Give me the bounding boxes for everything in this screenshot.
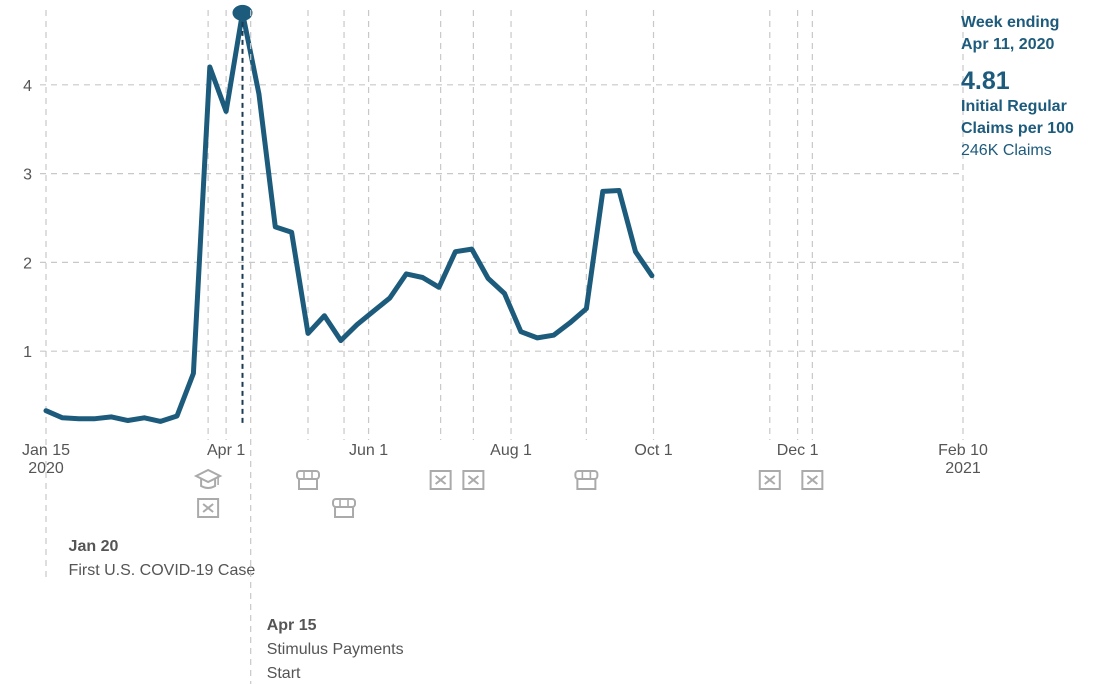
data-point [109, 414, 114, 420]
data-point [43, 408, 49, 413]
data-point [142, 415, 147, 420]
store-body [334, 506, 355, 518]
readout-label-line2: Claims per 100 [961, 120, 1074, 137]
data-point [485, 276, 491, 281]
annotation-text: Stimulus Payments [267, 641, 404, 658]
data-point [453, 249, 458, 254]
data-point [535, 335, 540, 341]
data-point [289, 230, 294, 235]
data-point [305, 331, 311, 336]
data-point [60, 415, 65, 420]
data-point [125, 418, 131, 423]
mortarboard-base [200, 479, 217, 489]
data-point [273, 224, 278, 230]
data-point [322, 313, 327, 318]
annotation-date: Jan 20 [69, 538, 119, 555]
x-tick-label: Dec 1 [777, 442, 819, 459]
data-point [387, 295, 393, 301]
data-point [420, 275, 425, 280]
annotations: Jan 20 First U.S. COVID-19 Case Apr 15 Stim… [69, 10, 404, 684]
data-point [338, 338, 343, 343]
y-tick-label: 3 [23, 167, 32, 184]
x-tick-label: Aug 1 [490, 442, 532, 459]
highlight-marker [232, 4, 253, 21]
data-point [174, 413, 180, 419]
event-lines [207, 10, 813, 440]
school-icon [193, 468, 223, 489]
data-point [256, 91, 262, 96]
data-point [567, 320, 573, 325]
data-point [76, 416, 81, 421]
x-tick-label: Jun 1 [349, 442, 388, 459]
closed-box-cross [806, 475, 818, 485]
closed-box-icon [197, 498, 220, 518]
store-icon [332, 498, 357, 518]
data-point [436, 285, 442, 290]
readout-week-line2: Apr 11, 2020 [961, 36, 1055, 53]
annotation-text: First U.S. COVID-19 Case [69, 562, 256, 579]
data-point [191, 371, 196, 376]
store-awning [574, 470, 599, 480]
closed-box-icon [462, 470, 485, 490]
closed-box-cross [202, 503, 214, 513]
series-layer [43, 4, 655, 425]
data-point [469, 246, 474, 252]
data-point [223, 109, 229, 114]
readout-value: 4.81 [961, 67, 1010, 95]
data-point [633, 249, 638, 254]
data-point [649, 273, 655, 278]
data-point [207, 64, 212, 70]
data-point [158, 419, 163, 424]
closed-box-icon [758, 470, 781, 490]
data-point [354, 322, 360, 327]
x-tick-year: 2020 [28, 460, 64, 477]
data-point [502, 291, 507, 296]
data-point [518, 329, 524, 334]
x-tick-label: Apr 1 [207, 442, 245, 459]
x-tick-label: Feb 10 [938, 442, 988, 459]
data-point [600, 189, 605, 194]
closed-box-icon [801, 470, 824, 490]
data-point [92, 416, 98, 421]
annotation-date: Apr 15 [267, 617, 317, 634]
y-axis: 1 2 3 4 [23, 78, 32, 361]
annotation-text: Start [267, 665, 301, 682]
data-point [404, 271, 409, 277]
gridlines [40, 10, 964, 578]
x-tick-label: Oct 1 [634, 442, 672, 459]
x-tick-label: Jan 15 [22, 442, 70, 459]
y-tick-label: 1 [23, 344, 32, 361]
store-body [576, 478, 597, 490]
store-awning [296, 470, 320, 480]
store-body [298, 478, 318, 490]
data-point [584, 306, 589, 311]
store-awning [332, 498, 357, 508]
store-icon [574, 470, 599, 490]
readout-label-line1: Initial Regular [961, 98, 1067, 115]
data-point [551, 333, 556, 338]
data-point [616, 188, 622, 193]
y-tick-label: 2 [23, 255, 32, 272]
mortarboard-top [193, 468, 223, 484]
closed-box-cross [435, 475, 447, 485]
hover-readout: Week ending Apr 11, 2020 4.81 Initial Re… [961, 12, 1111, 162]
event-icons [193, 468, 824, 518]
store-icon [296, 470, 320, 490]
y-tick-label: 4 [23, 78, 32, 95]
closed-box-cross [467, 475, 480, 485]
readout-count: 246K Claims [961, 142, 1052, 159]
claims-line [43, 10, 655, 424]
closed-box-cross [764, 475, 776, 485]
closed-box-icon [429, 470, 452, 490]
readout-week-line1: Week ending [961, 14, 1060, 31]
data-point [371, 309, 376, 314]
x-tick-year: 2021 [945, 460, 981, 477]
